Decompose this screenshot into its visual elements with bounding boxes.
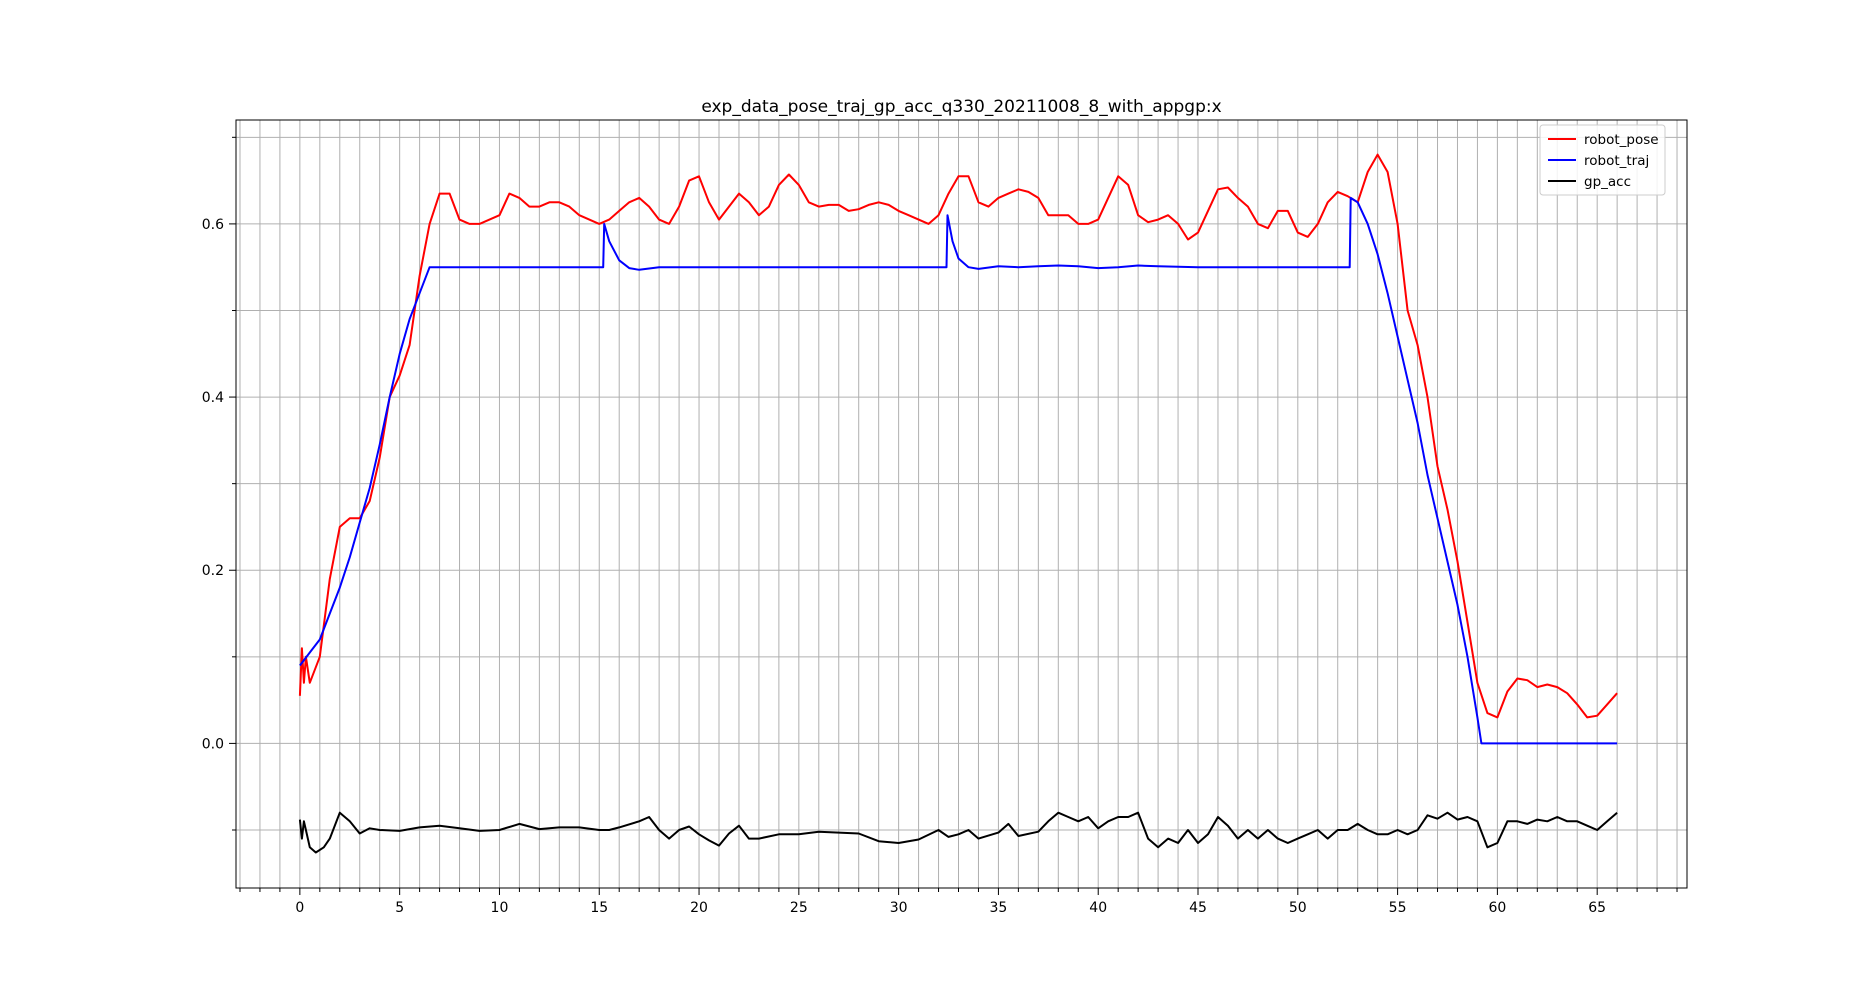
series-lines — [298, 153, 1618, 854]
y-tick-label: 0.2 — [202, 563, 224, 579]
x-tick-label: 10 — [491, 900, 509, 916]
series-line-robot-pose — [298, 153, 1618, 719]
x-tick-label: 45 — [1189, 900, 1207, 916]
x-tick-label: 50 — [1289, 900, 1307, 916]
x-tick-label: 5 — [395, 900, 404, 916]
x-tick-label: 60 — [1488, 900, 1506, 916]
y-tick-label: 0.6 — [202, 217, 224, 233]
legend: robot_pose robot_traj gp_acc — [1539, 124, 1666, 196]
series-line-gp-acc — [298, 811, 1618, 854]
y-tick-label: 0.4 — [202, 390, 224, 406]
x-tick-label: 55 — [1389, 900, 1407, 916]
legend-label: robot_traj — [1584, 153, 1649, 169]
x-tick-label: 40 — [1089, 900, 1107, 916]
x-tick-label: 35 — [990, 900, 1008, 916]
legend-label: gp_acc — [1584, 174, 1631, 190]
grid — [236, 120, 1687, 888]
axis-ticks: 0 5 10 15 20 25 30 35 40 45 50 55 60 65 0.0 0.2 0.4 0.6 — [202, 136, 1678, 916]
series-line-robot-traj — [299, 196, 1618, 745]
x-tick-label: 0 — [295, 900, 304, 916]
x-tick-label: 65 — [1588, 900, 1606, 916]
legend-box — [1539, 124, 1666, 196]
x-tick-label: 30 — [890, 900, 908, 916]
legend-label: robot_pose — [1584, 132, 1659, 148]
x-tick-label: 25 — [790, 900, 808, 916]
y-tick-label: 0.0 — [202, 736, 224, 752]
x-tick-label: 15 — [590, 900, 608, 916]
plot-frame — [235, 119, 1688, 889]
chart-title: exp_data_pose_traj_gp_acc_q330_20211008_… — [701, 97, 1221, 117]
x-tick-label: 20 — [690, 900, 708, 916]
